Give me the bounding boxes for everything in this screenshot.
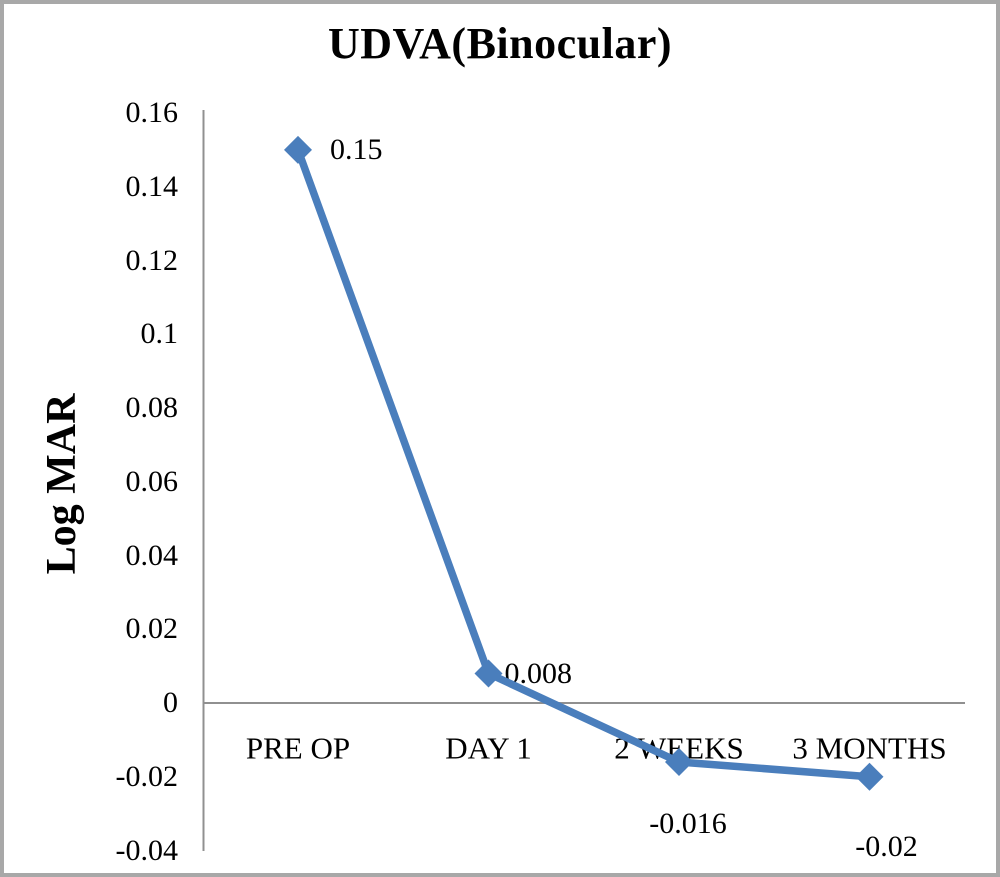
y-tick-label: -0.04 — [115, 833, 179, 867]
y-tick-label: 0.02 — [125, 612, 179, 646]
y-tick-label: 0.12 — [125, 243, 179, 277]
y-tick-label: 0.1 — [140, 317, 179, 351]
data-point-label: -0.02 — [855, 829, 918, 863]
data-point-marker — [855, 762, 884, 791]
data-point-label: 0.15 — [330, 132, 383, 166]
chart-title: UDVA(Binocular) — [327, 19, 673, 68]
x-category-label: DAY 1 — [445, 730, 532, 766]
x-category-label: 2 WEEKS — [614, 730, 744, 766]
y-tick-label: 0.06 — [125, 464, 179, 498]
data-point-marker — [284, 135, 312, 164]
y-tick-label: 0 — [163, 686, 178, 719]
x-category-label: PRE OP — [245, 730, 351, 766]
data-point-label: 0.008 — [504, 656, 573, 690]
y-tick-label: 0.16 — [125, 96, 179, 129]
data-point-marker — [474, 659, 503, 688]
y-tick-label: -0.02 — [115, 759, 179, 793]
y-tick-label: 0.08 — [125, 391, 179, 424]
y-tick-label: 0.04 — [125, 538, 179, 572]
x-category-label: 3 MONTHS — [792, 730, 947, 766]
y-tick-label: 0.14 — [125, 169, 179, 203]
data-point-label: -0.016 — [649, 807, 727, 840]
series-line — [294, 146, 874, 781]
